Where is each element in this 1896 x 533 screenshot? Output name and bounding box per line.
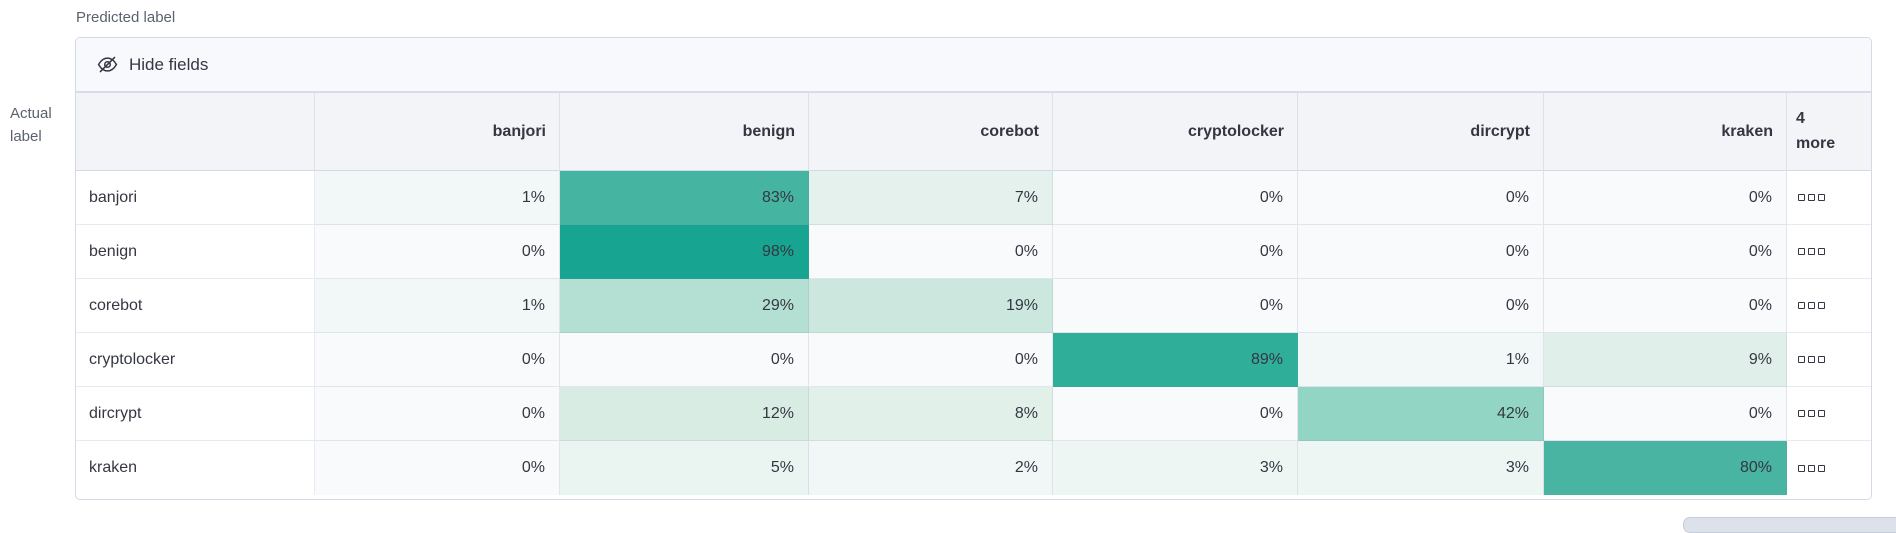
cell-banjori-banjori[interactable]: 1% bbox=[315, 171, 560, 225]
cell-cryptolocker-corebot[interactable]: 0% bbox=[809, 333, 1053, 387]
cell-cryptolocker-benign[interactable]: 0% bbox=[560, 333, 809, 387]
actual-axis-label-line2: label bbox=[10, 128, 42, 146]
hide-fields-label: Hide fields bbox=[129, 54, 209, 74]
row-label-cryptolocker: cryptolocker bbox=[76, 333, 315, 387]
table-row-kraken: kraken 0% 5% 2% 3% 3% 80% bbox=[76, 441, 1871, 495]
boxes-horizontal-icon bbox=[1798, 194, 1825, 201]
cell-dircrypt-benign[interactable]: 12% bbox=[560, 387, 809, 441]
column-header-banjori[interactable]: banjori bbox=[315, 93, 560, 171]
cell-banjori-corebot[interactable]: 7% bbox=[809, 171, 1053, 225]
boxes-horizontal-icon bbox=[1798, 302, 1825, 309]
row-label-banjori: banjori bbox=[76, 171, 315, 225]
boxes-horizontal-icon bbox=[1798, 356, 1825, 363]
cell-corebot-banjori[interactable]: 1% bbox=[315, 279, 560, 333]
boxes-horizontal-icon bbox=[1798, 248, 1825, 255]
header-row: banjori benign corebot cryptolocker dircrypt… bbox=[76, 93, 1871, 171]
cell-corebot-cryptolocker[interactable]: 0% bbox=[1053, 279, 1298, 333]
column-header-cryptolocker[interactable]: cryptolocker bbox=[1053, 93, 1298, 171]
column-header-kraken[interactable]: kraken bbox=[1544, 93, 1787, 171]
table-horizontal-scrollbar[interactable] bbox=[1683, 517, 1896, 533]
fields-toolbar: Hide fields bbox=[76, 38, 1871, 93]
cell-benign-cryptolocker[interactable]: 0% bbox=[1053, 225, 1298, 279]
actual-axis-label: Actual label bbox=[10, 102, 52, 149]
table-row-banjori: banjori 1% 83% 7% 0% 0% 0% bbox=[76, 171, 1871, 225]
cell-benign-kraken[interactable]: 0% bbox=[1544, 225, 1787, 279]
cell-cryptolocker-dircrypt[interactable]: 1% bbox=[1298, 333, 1544, 387]
header-corner-cell bbox=[76, 93, 315, 171]
cell-dircrypt-corebot[interactable]: 8% bbox=[809, 387, 1053, 441]
cell-benign-corebot[interactable]: 0% bbox=[809, 225, 1053, 279]
cell-corebot-corebot[interactable]: 19% bbox=[809, 279, 1053, 333]
cell-cryptolocker-kraken[interactable]: 9% bbox=[1544, 333, 1787, 387]
boxes-horizontal-icon bbox=[1798, 464, 1825, 472]
table-row-corebot: corebot 1% 29% 19% 0% 0% 0% bbox=[76, 279, 1871, 333]
row-label-corebot: corebot bbox=[76, 279, 315, 333]
predicted-axis-label: Predicted label bbox=[76, 9, 176, 26]
cell-benign-banjori[interactable]: 0% bbox=[315, 225, 560, 279]
cell-cryptolocker-banjori[interactable]: 0% bbox=[315, 333, 560, 387]
column-header-benign[interactable]: benign bbox=[560, 93, 809, 171]
hide-fields-button[interactable]: Hide fields bbox=[97, 54, 208, 75]
row-label-benign: benign bbox=[76, 225, 315, 279]
boxes-horizontal-icon bbox=[1798, 410, 1825, 417]
cell-dircrypt-kraken[interactable]: 0% bbox=[1544, 387, 1787, 441]
confusion-matrix-panel: Hide fields banjori benign corebot cryptolo… bbox=[75, 37, 1872, 500]
cell-banjori-kraken[interactable]: 0% bbox=[1544, 171, 1787, 225]
row-actions-banjori[interactable] bbox=[1787, 171, 1871, 225]
cell-benign-dircrypt[interactable]: 0% bbox=[1298, 225, 1544, 279]
cell-banjori-benign[interactable]: 83% bbox=[560, 171, 809, 225]
cell-kraken-banjori[interactable]: 0% bbox=[315, 441, 560, 495]
cell-benign-benign[interactable]: 98% bbox=[560, 225, 809, 279]
cell-banjori-dircrypt[interactable]: 0% bbox=[1298, 171, 1544, 225]
actual-axis-label-line1: Actual bbox=[10, 105, 52, 122]
table-row-dircrypt: dircrypt 0% 12% 8% 0% 42% 0% bbox=[76, 387, 1871, 441]
cell-dircrypt-dircrypt[interactable]: 42% bbox=[1298, 387, 1544, 441]
confusion-matrix-table: banjori benign corebot cryptolocker dircrypt… bbox=[76, 93, 1871, 495]
row-label-kraken: kraken bbox=[76, 441, 315, 495]
column-header-dircrypt[interactable]: dircrypt bbox=[1298, 93, 1544, 171]
column-header-corebot[interactable]: corebot bbox=[809, 93, 1053, 171]
cell-dircrypt-banjori[interactable]: 0% bbox=[315, 387, 560, 441]
more-columns-header[interactable]: 4 more bbox=[1787, 93, 1871, 171]
cell-kraken-kraken[interactable]: 80% bbox=[1544, 441, 1787, 495]
row-actions-kraken[interactable] bbox=[1787, 441, 1871, 495]
row-actions-dircrypt[interactable] bbox=[1787, 387, 1871, 441]
row-actions-cryptolocker[interactable] bbox=[1787, 333, 1871, 387]
cell-corebot-dircrypt[interactable]: 0% bbox=[1298, 279, 1544, 333]
cell-kraken-benign[interactable]: 5% bbox=[560, 441, 809, 495]
row-actions-corebot[interactable] bbox=[1787, 279, 1871, 333]
cell-cryptolocker-cryptolocker[interactable]: 89% bbox=[1053, 333, 1298, 387]
row-label-dircrypt: dircrypt bbox=[76, 387, 315, 441]
cell-banjori-cryptolocker[interactable]: 0% bbox=[1053, 171, 1298, 225]
row-actions-benign[interactable] bbox=[1787, 225, 1871, 279]
cell-corebot-kraken[interactable]: 0% bbox=[1544, 279, 1787, 333]
eye-closed-icon bbox=[97, 54, 118, 75]
table-row-benign: benign 0% 98% 0% 0% 0% 0% bbox=[76, 225, 1871, 279]
cell-kraken-dircrypt[interactable]: 3% bbox=[1298, 441, 1544, 495]
cell-corebot-benign[interactable]: 29% bbox=[560, 279, 809, 333]
cell-kraken-corebot[interactable]: 2% bbox=[809, 441, 1053, 495]
table-row-cryptolocker: cryptolocker 0% 0% 0% 89% 1% 9% bbox=[76, 333, 1871, 387]
cell-kraken-cryptolocker[interactable]: 3% bbox=[1053, 441, 1298, 495]
cell-dircrypt-cryptolocker[interactable]: 0% bbox=[1053, 387, 1298, 441]
